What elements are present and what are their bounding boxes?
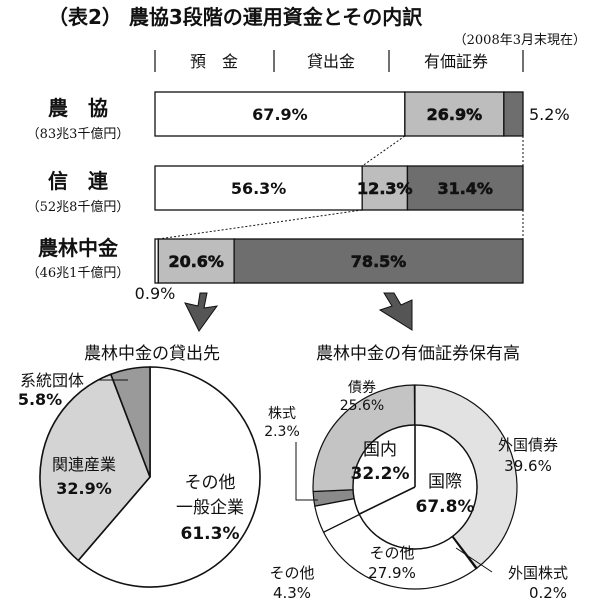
donut-value-gaikoku-kabushiki: 0.2% — [529, 584, 567, 602]
donut-leader-kabushiki — [295, 442, 318, 501]
loan-pie-label-kanren: 関連産業 — [52, 455, 116, 474]
down-arrow-right-icon — [378, 292, 413, 331]
row-label-shinren: 信 連 — [48, 169, 109, 193]
donut-leader-gaikoku-kabushiki — [455, 547, 493, 573]
donut-label-kokunai: 国内 — [363, 440, 397, 460]
donut-label-kabushiki: 株式 — [268, 406, 296, 422]
securities-pie-title: 農林中金の有価証券保有高 — [316, 344, 520, 364]
donut-label-gaikoku-saiken: 外国債券 — [498, 436, 558, 454]
loan-pie-value-keito: 5.8% — [18, 390, 62, 409]
loan-pie-label-other-1: その他 — [185, 473, 236, 493]
donut-label-gaikoku-kabushiki: 外国株式 — [508, 564, 568, 582]
loan-pie-value-kanren: 32.9% — [56, 479, 112, 498]
bar-label-securities-row2: 78.5% — [351, 252, 407, 271]
bar-label-deposit-row0: 67.9% — [252, 105, 308, 124]
donut-label-sonota-outer: その他 — [269, 564, 314, 582]
loan-pie-value-other: 61.3% — [181, 524, 240, 544]
row-label-norinchukin: 農林中金 — [38, 236, 119, 260]
date-note: （2008年3月末現在） — [454, 33, 586, 48]
bar-connector-row1-edge1 — [158, 209, 363, 240]
chart-title: （表2） 農協3段階の運用資金とその内訳 — [48, 5, 423, 29]
donut-value-gaikoku-saiken: 39.6% — [504, 457, 552, 475]
loan-pie-label-keito: 系統団体 — [20, 371, 84, 390]
column-header-deposit: 預 金 — [190, 52, 238, 71]
bar-label-loan-row1: 12.3% — [357, 179, 413, 198]
loan-pie-slice-1 — [39, 373, 151, 562]
donut-label-sonota-inner: その他 — [369, 544, 414, 562]
securities-donut — [312, 384, 518, 590]
bar-segment-loan-row1 — [361, 165, 409, 211]
bar-label-securities-row1: 31.4% — [437, 179, 493, 198]
bar-segment-securities-row2 — [233, 238, 524, 284]
bar-segment-deposit-row0 — [154, 91, 406, 137]
column-header-loan: 貸出金 — [307, 52, 355, 71]
donut-value-kokusai: 67.8% — [416, 497, 475, 517]
donut-value-sonota-outer: 4.3% — [273, 584, 311, 602]
loan-pie-slice-0 — [77, 366, 261, 588]
bar-label-securities-row0: 5.2% — [529, 105, 570, 124]
bar-segment-securities-row0 — [503, 91, 524, 137]
loan-pie-label-other-2: 一般企業 — [176, 498, 244, 518]
bar-label-deposit-row1: 56.3% — [231, 179, 287, 198]
donut-value-kokunai: 32.2% — [351, 464, 410, 484]
column-header-dividers — [154, 50, 524, 72]
donut-value-kabushiki: 2.3% — [264, 424, 300, 440]
bar-label-loan-row0: 26.9% — [427, 105, 483, 124]
down-arrow-left-icon — [184, 292, 219, 332]
loan-pie — [39, 366, 261, 588]
row-label-noukyo: 農 協 — [48, 96, 108, 120]
column-header-securities: 有価証券 — [424, 52, 488, 71]
donut-value-sonota-inner: 27.9% — [368, 564, 416, 582]
donut-label-kokusai: 国際 — [428, 472, 462, 492]
row-sub-norinchukin: （46兆1千億円） — [27, 265, 130, 281]
bar-connectors — [158, 135, 524, 240]
loan-pie-title: 農林中金の貸出先 — [84, 344, 220, 364]
bar-segment-loan-row2 — [157, 238, 235, 284]
row-sub-shinren: （52兆8千億円） — [27, 199, 130, 215]
bar-label-deposit-row2: 0.9% — [135, 284, 176, 303]
stacked-bars: 67.9% 26.9% 5.2% 56.3% 12.3% 31.4% 0.9% 20.6% 78… — [135, 91, 570, 303]
loan-pie-slice-2 — [109, 366, 151, 478]
donut-inner-divider-1 — [358, 486, 416, 515]
row-sub-noukyo: （83兆3千億円） — [27, 126, 130, 142]
bar-connector-row0-edge1 — [361, 135, 406, 167]
bar-label-loan-row2: 20.6% — [168, 252, 224, 271]
bar-segment-deposit-row1 — [154, 165, 363, 211]
donut-label-saiken: 債券 — [348, 380, 376, 396]
bar-segment-loan-row0 — [404, 91, 505, 137]
donut-value-saiken: 25.6% — [340, 398, 384, 414]
bar-segment-securities-row1 — [406, 165, 524, 211]
